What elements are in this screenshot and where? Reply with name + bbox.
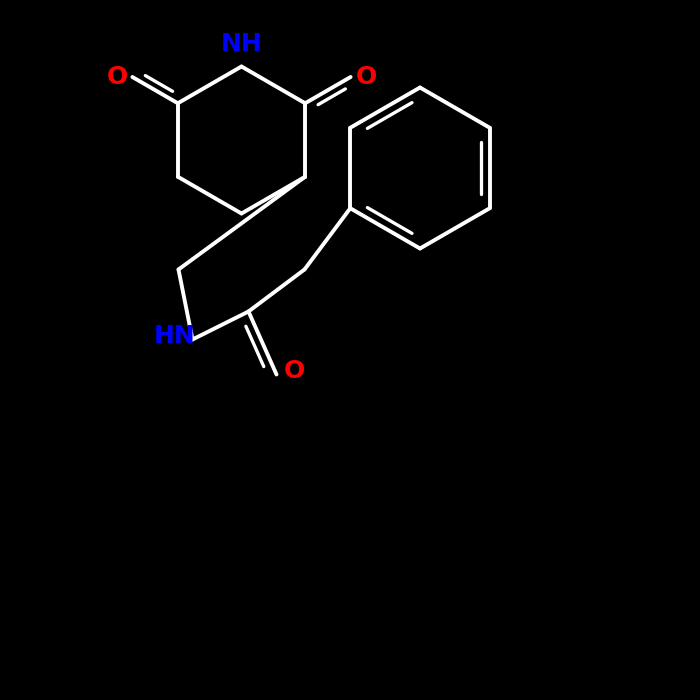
Text: HN: HN [154, 324, 196, 348]
Text: O: O [356, 65, 377, 89]
Text: O: O [106, 65, 127, 89]
Text: O: O [284, 359, 304, 383]
Text: NH: NH [220, 32, 262, 56]
